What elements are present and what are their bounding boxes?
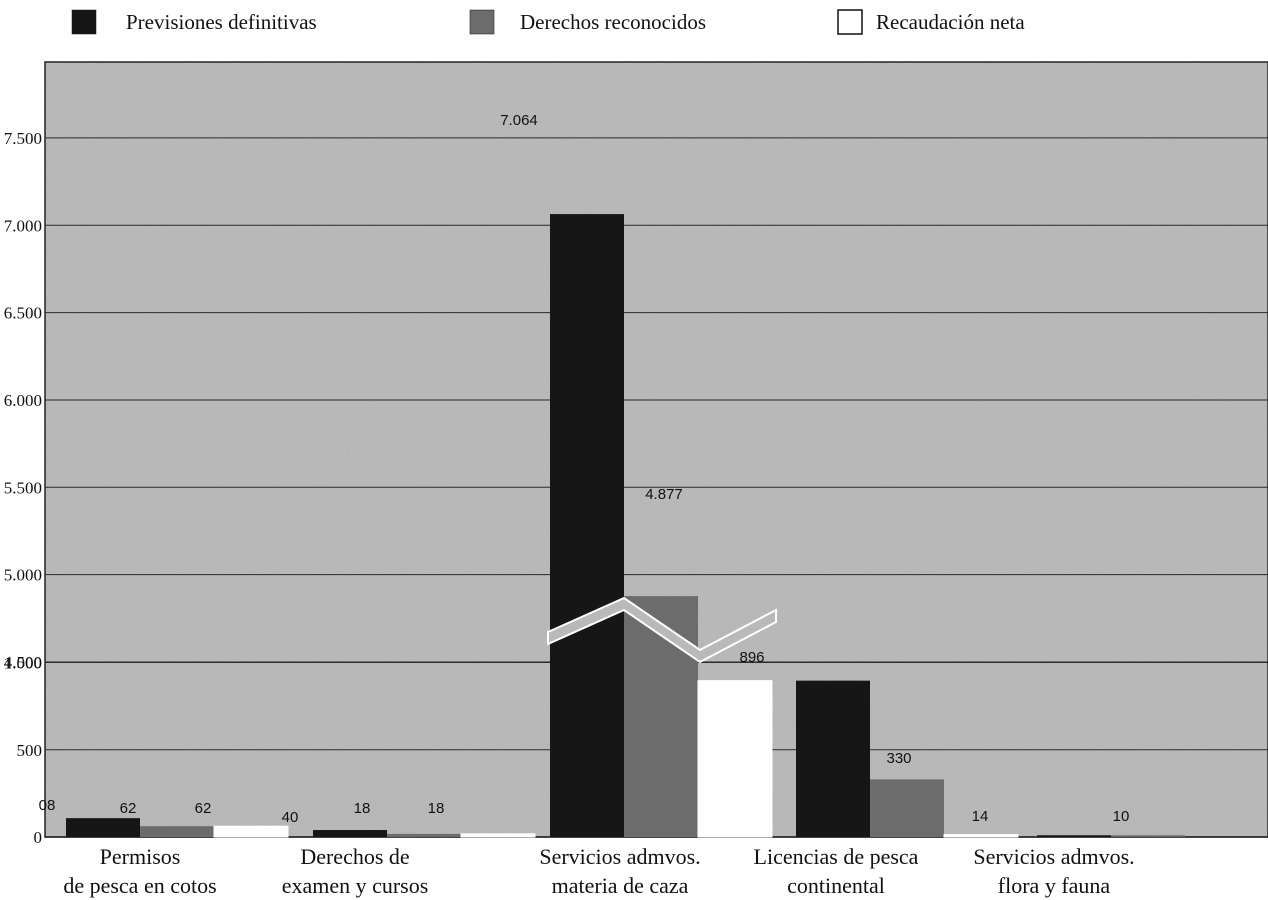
category-label: de pesca en cotos: [63, 873, 216, 898]
y-tick-label: 5.500: [4, 478, 42, 497]
y-tick-label: 1.000: [4, 654, 42, 673]
data-label: 18: [428, 800, 445, 817]
bar-derechos: [387, 833, 461, 837]
legend-label: Previsiones definitivas: [126, 10, 317, 34]
category-label: Permisos: [100, 844, 181, 869]
y-tick-label: 5.000: [4, 566, 42, 585]
bar-recaudacion: [943, 834, 1019, 838]
legend-swatch: [837, 9, 863, 35]
x-axis-category-labels: Permisos de pesca en cotos Derechos de exam…: [63, 844, 1134, 898]
category-label: examen y cursos: [282, 873, 429, 898]
legend-swatch: [469, 9, 495, 35]
data-label: 4.877: [645, 486, 683, 503]
category-label: Servicios admvos.: [973, 844, 1134, 869]
y-tick-label: 7.000: [4, 216, 42, 235]
bar-previsiones: [1037, 835, 1111, 837]
axis-break-band: [547, 596, 777, 664]
y-tick-label: 6.500: [4, 304, 42, 323]
category-label: flora y fauna: [998, 873, 1111, 898]
data-label: 62: [195, 800, 212, 817]
legend-swatch: [71, 9, 97, 35]
bar-derechos: [140, 826, 214, 837]
bar-recaudacion: [460, 833, 536, 838]
data-label: 08: [39, 797, 56, 814]
data-label: 7.064: [500, 112, 538, 129]
bar-recaudacion: [697, 680, 773, 838]
legend: Previsiones definitivas Derechos reconoci…: [71, 9, 1025, 35]
category-label: Servicios admvos.: [539, 844, 700, 869]
category-label: Derechos de: [300, 844, 409, 869]
axis-break-band: [547, 596, 777, 664]
data-label: 40: [282, 809, 299, 826]
data-label: 18: [354, 800, 371, 817]
category-label: Licencias de pesca: [754, 844, 919, 869]
bars: [66, 214, 1185, 838]
data-label: 14: [972, 808, 989, 825]
legend-label: Derechos reconocidos: [520, 10, 706, 34]
y-tick-label: 4.500: [4, 653, 42, 672]
data-labels: 08 40 7.064 62 18 4.877 330 10 62 18 896 14: [39, 112, 1130, 826]
data-label: 10: [1113, 808, 1130, 825]
bar-recaudacion: [213, 825, 289, 838]
bar-previsiones: [796, 680, 870, 837]
bar-derechos: [870, 779, 944, 837]
data-label: 330: [886, 750, 911, 767]
bar-derechos: [1111, 835, 1185, 837]
legend-label: Recaudación neta: [876, 10, 1025, 34]
category-label: materia de caza: [552, 873, 689, 898]
data-label: 62: [120, 800, 137, 817]
category-label: continental: [787, 873, 885, 898]
bar-previsiones: [550, 214, 624, 837]
y-tick-label: 7.500: [4, 129, 42, 148]
y-tick-label: 0: [34, 828, 43, 847]
y-tick-label: 6.000: [4, 391, 42, 410]
data-label: 896: [739, 649, 764, 666]
y-tick-label: 500: [17, 741, 43, 760]
bar-previsiones: [313, 830, 387, 837]
bar-previsiones: [66, 818, 140, 837]
